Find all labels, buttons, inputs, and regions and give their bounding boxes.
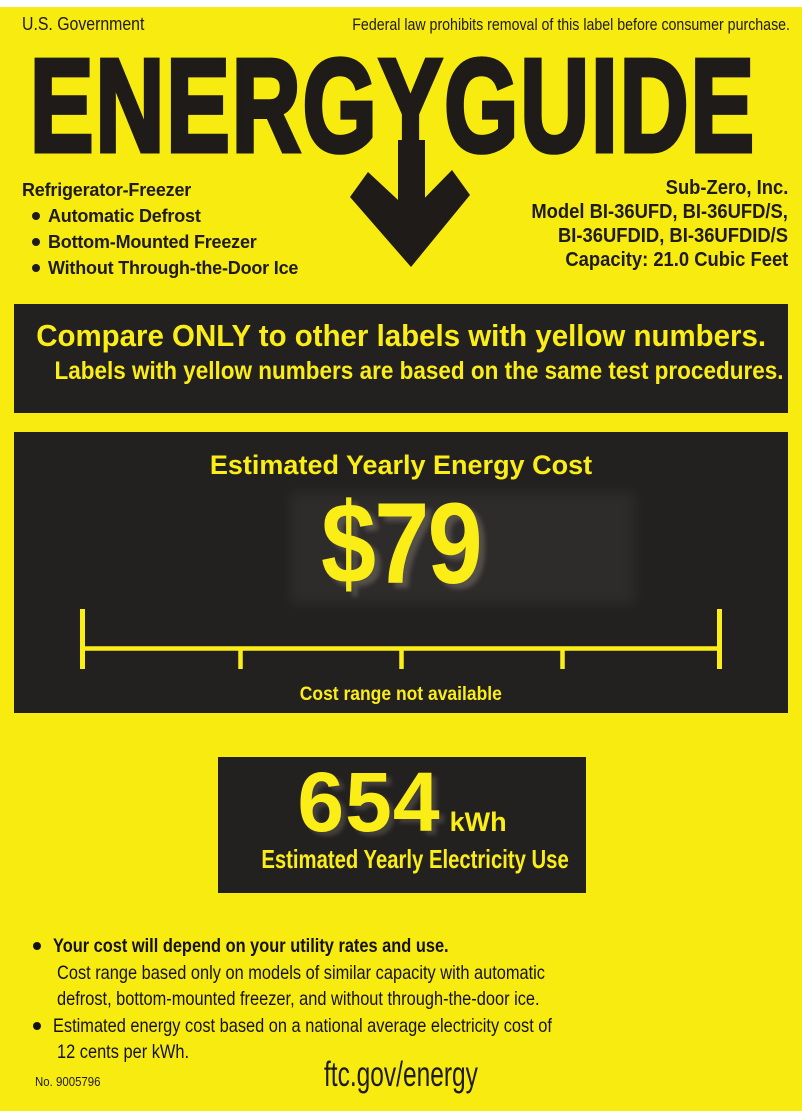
- compare-banner: Compare ONLY to other labels with yellow…: [14, 304, 788, 413]
- kwh-value: 654: [297, 755, 441, 849]
- manufacturer-block: Sub-Zero, Inc. Model BI-36UFD, BI-36UFD/…: [509, 176, 788, 272]
- feature-item: Bottom-Mounted Freezer: [22, 229, 298, 255]
- electricity-use-panel: 654 kWh Estimated Yearly Electricity Use: [218, 757, 586, 893]
- product-specs: Refrigerator-Freezer Automatic Defrost B…: [22, 177, 298, 281]
- legal-notice-text: Federal law prohibits removal of this la…: [352, 16, 790, 34]
- bullet-icon: [32, 264, 40, 272]
- energyguide-title: ENERGYGUIDE: [28, 32, 757, 179]
- feature-automatic-defrost: Automatic Defrost: [48, 206, 201, 226]
- compare-subline: Labels with yellow numbers are based on …: [54, 357, 784, 385]
- kwh-unit: kWh: [449, 807, 507, 837]
- footnote-line: Cost range based only on models of simil…: [57, 961, 546, 984]
- us-government-text: U.S. Government: [22, 14, 161, 35]
- compare-headline: Compare ONLY to other labels with yellow…: [36, 318, 766, 353]
- footnotes: Your cost will depend on your utility ra…: [33, 933, 647, 1066]
- cost-range-scale: [80, 609, 722, 669]
- legal-notice: Federal law prohibits removal of this la…: [190, 16, 790, 35]
- energyguide-wordmark: ENERGYGUIDE: [28, 32, 802, 179]
- ftc-website-text: ftc.gov/energy: [324, 1055, 478, 1094]
- electricity-use-value-row: 654 kWh: [218, 757, 586, 872]
- label-number: No. 9005796: [35, 1074, 101, 1089]
- bullet-icon: [32, 212, 40, 220]
- manufacturer-name: Sub-Zero, Inc.: [665, 177, 788, 199]
- yearly-cost-amount: $79: [321, 480, 483, 608]
- page-top-margin: [0, 0, 802, 7]
- yearly-cost-panel: Estimated Yearly Energy Cost $79 Cost ra…: [14, 432, 788, 713]
- electricity-use-caption: Estimated Yearly Electricity Use: [261, 844, 569, 874]
- feature-bottom-freezer: Bottom-Mounted Freezer: [48, 232, 257, 252]
- print-artifact: [290, 492, 635, 604]
- cost-range-note: Cost range not available: [299, 684, 503, 705]
- feature-item: Automatic Defrost: [22, 203, 298, 229]
- footnote-line: defrost, bottom-mounted freezer, and wit…: [57, 988, 540, 1010]
- bullet-icon: [33, 942, 41, 950]
- footnote-line: Estimated energy cost based on a nationa…: [33, 1013, 647, 1040]
- down-arrow-icon: [350, 140, 470, 267]
- footnote-line: 12 cents per kWh.: [57, 1041, 190, 1063]
- model-numbers-line2: BI-36UFDID, BI-36UFDID/S: [557, 225, 788, 247]
- footnote-line: Your cost will depend on your utility ra…: [33, 933, 647, 960]
- product-category: Refrigerator-Freezer: [22, 180, 192, 200]
- feature-no-door-ice: Without Through-the-Door Ice: [48, 258, 299, 278]
- bullet-icon: [33, 1021, 41, 1030]
- model-numbers-line1: Model BI-36UFD, BI-36UFD/S,: [531, 201, 788, 223]
- cost-panel-title: Estimated Yearly Energy Cost: [209, 450, 593, 480]
- feature-item: Without Through-the-Door Ice: [22, 255, 298, 281]
- capacity-text: Capacity: 21.0 Cubic Feet: [565, 249, 788, 271]
- us-government-label: U.S. Government: [22, 14, 145, 34]
- bullet-icon: [32, 238, 40, 246]
